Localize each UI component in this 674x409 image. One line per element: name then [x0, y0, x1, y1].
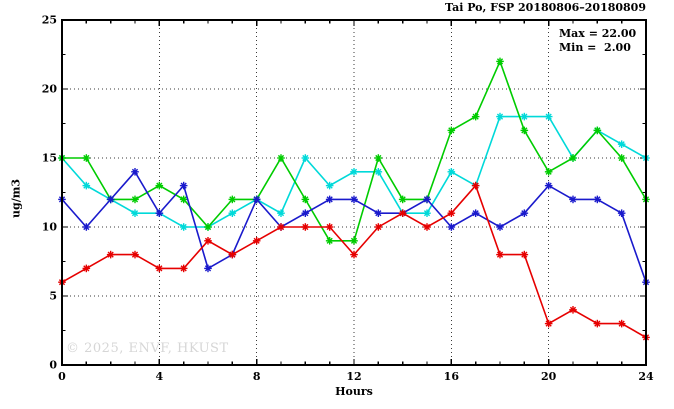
gridlines: [62, 20, 646, 365]
y-tick-label-5: 5: [49, 289, 57, 303]
series-red: [58, 181, 650, 342]
series-cyan: [58, 112, 650, 231]
x-tick-label-12: 12: [346, 370, 362, 383]
x-tick-label-16: 16: [443, 370, 459, 383]
x-tick-label-20: 20: [541, 370, 557, 383]
y-tick-label-0: 0: [49, 358, 57, 372]
x-tick-label-4: 4: [155, 370, 164, 383]
y-tick-label-10: 10: [41, 220, 57, 234]
x-tick-label-0: 0: [58, 370, 66, 383]
watermark: © 2025, ENVF, HKUST: [66, 341, 229, 356]
x-axis-label: Hours: [335, 385, 373, 398]
series-red-markers: [58, 181, 650, 342]
y-axis-label: ug/m3: [9, 179, 23, 218]
max-value-annotation: Max = 22.00: [559, 27, 637, 40]
x-tick-label-8: 8: [252, 370, 261, 383]
x-tick-label-24: 24: [638, 370, 654, 383]
plot-border: [61, 19, 647, 366]
y-tick-label-15: 15: [41, 151, 57, 165]
chart-title: Tai Po, FSP 20180806–20180809: [444, 1, 646, 14]
y-tick-label-25: 25: [41, 13, 57, 27]
series-green: [58, 57, 650, 245]
min-value-annotation: Min = 2.00: [559, 41, 631, 54]
y-tick-label-20: 20: [41, 82, 57, 96]
